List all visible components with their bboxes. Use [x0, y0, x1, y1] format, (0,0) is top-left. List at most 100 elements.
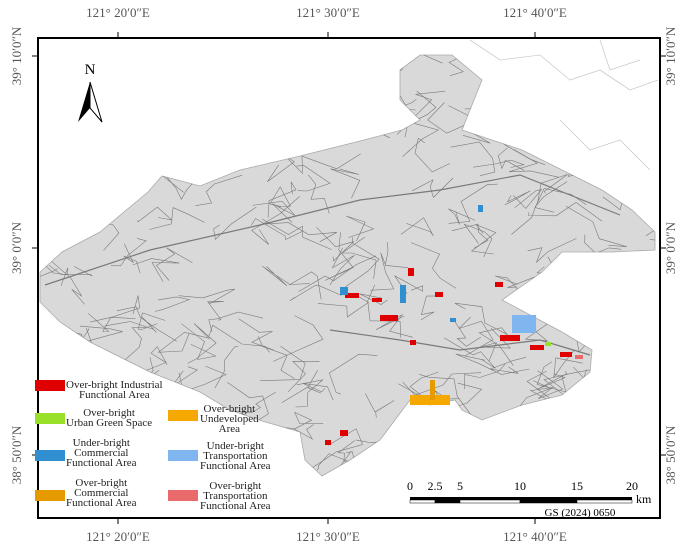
- main-road: [44, 174, 621, 286]
- legend-swatch: [35, 380, 65, 391]
- functional-patch: [435, 292, 443, 297]
- road: [316, 227, 355, 262]
- road: [251, 196, 300, 245]
- road: [454, 302, 507, 335]
- functional-patch: [340, 430, 348, 436]
- road: [504, 190, 531, 206]
- road: [262, 218, 332, 250]
- legend-label: Over-bright Undeveloped Area: [200, 403, 259, 435]
- functional-patch: [380, 315, 398, 321]
- road: [384, 242, 409, 268]
- north-arrow: N: [78, 62, 103, 123]
- scale-segment: [460, 497, 520, 500]
- functional-patch: [410, 340, 416, 345]
- scale-segment: [410, 497, 435, 500]
- latitude-label: 38° 50′0″N: [9, 425, 24, 484]
- legend-swatch: [35, 413, 65, 424]
- longitude-label: 121° 20′0″E: [86, 529, 150, 544]
- scale-unit: km: [636, 492, 652, 506]
- road: [281, 370, 322, 403]
- road: [208, 311, 264, 333]
- road: [464, 363, 506, 390]
- latitude-label: 39° 0′0″N: [663, 221, 678, 274]
- functional-patch: [560, 352, 572, 357]
- functional-patch: [495, 282, 503, 287]
- road: [178, 288, 235, 305]
- longitude-label: 121° 30′0″E: [296, 529, 360, 544]
- road: [536, 361, 567, 393]
- road: [157, 331, 211, 353]
- functional-patch: [478, 205, 483, 212]
- road: [414, 137, 450, 173]
- road: [165, 173, 202, 200]
- map-frame: [37, 37, 661, 519]
- functional-patch: [450, 318, 456, 322]
- scale-label: 0: [407, 479, 413, 493]
- functional-patches: [325, 205, 583, 445]
- road: [273, 315, 324, 362]
- road: [137, 206, 173, 223]
- road: [187, 323, 217, 364]
- road: [149, 207, 205, 230]
- road: [328, 353, 378, 395]
- scale-segment: [434, 499, 461, 504]
- road: [458, 316, 494, 357]
- functional-patch: [408, 268, 414, 276]
- functional-patch: [372, 298, 382, 302]
- road: [344, 237, 380, 288]
- road: [293, 411, 324, 430]
- road: [402, 372, 482, 396]
- road: [330, 168, 361, 199]
- latitude-label: 39° 0′0″N: [9, 221, 24, 274]
- functional-patch: [500, 335, 520, 341]
- legend-label: Over-bright Industrial Functional Area: [66, 379, 163, 401]
- road: [132, 258, 180, 282]
- road: [412, 177, 454, 198]
- road: [295, 379, 324, 408]
- road: [365, 393, 395, 418]
- longitude-label: 121° 30′0″E: [296, 5, 360, 20]
- road: [316, 453, 350, 471]
- road: [317, 295, 370, 318]
- legend-label: Over-bright Transportation Functional Ar…: [200, 480, 271, 512]
- functional-patch: [400, 285, 406, 303]
- road: [262, 265, 310, 287]
- road: [260, 222, 337, 242]
- road: [394, 275, 424, 294]
- road: [171, 366, 198, 388]
- road: [213, 206, 257, 241]
- road: [497, 147, 525, 171]
- scale-label: 20: [626, 479, 638, 493]
- legend-swatch: [168, 410, 198, 421]
- scale-label: 10: [514, 479, 526, 493]
- functional-patch: [430, 380, 435, 400]
- road: [296, 165, 331, 192]
- road: [238, 318, 274, 351]
- scale-segment: [459, 499, 521, 504]
- road: [410, 242, 457, 289]
- approval-number: GS (2024) 0650: [545, 507, 616, 519]
- road: [454, 320, 481, 347]
- road: [207, 301, 224, 321]
- road: [473, 159, 525, 168]
- road: [298, 255, 377, 292]
- road: [455, 353, 530, 375]
- road: [367, 284, 401, 338]
- road: [341, 236, 377, 279]
- road: [537, 174, 568, 204]
- road: [528, 202, 603, 222]
- road: [267, 181, 297, 218]
- scale-segment: [435, 497, 460, 500]
- north-arrow-left: [78, 82, 90, 122]
- road: [419, 374, 472, 416]
- road: [308, 174, 330, 214]
- north-label: N: [85, 62, 96, 78]
- road: [370, 252, 395, 291]
- main-road: [329, 329, 591, 356]
- road: [137, 312, 166, 330]
- road: [110, 238, 147, 267]
- road: [195, 174, 243, 206]
- road: [463, 223, 493, 258]
- road: [181, 323, 217, 360]
- road: [565, 205, 627, 247]
